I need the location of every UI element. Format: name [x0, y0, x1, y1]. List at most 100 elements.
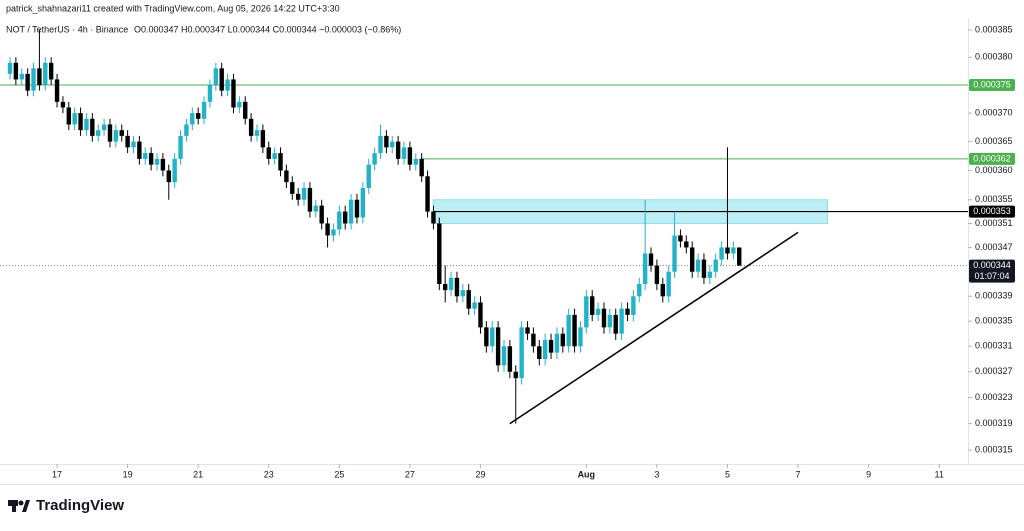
y-tick-label: 0.000365: [975, 136, 1013, 146]
x-tick-label: Aug: [578, 469, 596, 479]
candle-body: [619, 308, 624, 334]
candle-body: [384, 135, 389, 148]
candle-body: [19, 73, 24, 80]
candle-body: [319, 205, 324, 224]
candle-body: [542, 339, 548, 359]
candle-body: [160, 158, 166, 171]
candle-body: [13, 62, 19, 80]
y-tick-label: 0.000331: [975, 341, 1013, 351]
x-tick-label: 7: [796, 469, 801, 479]
candle-body: [119, 130, 124, 136]
y-tick-label: 0.000335: [975, 316, 1013, 326]
logo-mark: [18, 500, 24, 506]
candle-body: [337, 211, 342, 230]
candle-body: [654, 265, 660, 284]
candle-body: [689, 247, 695, 272]
candle-body: [254, 130, 260, 136]
candle-body: [684, 241, 689, 248]
candle-body: [607, 314, 613, 328]
candle-body: [513, 371, 518, 379]
candle-body: [178, 135, 183, 159]
candle-body: [437, 223, 442, 284]
logo-mark: [22, 500, 30, 512]
candle-body: [713, 259, 718, 272]
candle-body: [601, 308, 607, 328]
candle-body: [519, 327, 524, 379]
candle-body: [701, 259, 707, 278]
candle-body: [60, 101, 66, 108]
x-tick-label: 23: [264, 469, 274, 479]
candle-body: [190, 113, 195, 125]
attribution: patrick_shahnazari11 created with Tradin…: [6, 3, 340, 13]
level-badge: [969, 205, 1015, 218]
candle-body: [84, 118, 89, 131]
candle-body: [301, 187, 307, 200]
candle-body: [184, 124, 189, 136]
x-tick-label: 17: [52, 469, 62, 479]
candle-body: [666, 271, 671, 297]
candle-body: [495, 327, 501, 366]
candle-body: [460, 290, 466, 297]
candle-body: [737, 247, 742, 266]
candle-body: [54, 79, 60, 102]
candle-body: [272, 153, 277, 159]
y-tick-label: 0.000347: [975, 242, 1013, 252]
candle-body: [154, 158, 160, 165]
candle-body: [248, 118, 254, 136]
candle-body: [325, 223, 330, 236]
candle-body: [72, 113, 77, 125]
candle-body: [525, 327, 530, 334]
candle-body: [648, 253, 654, 266]
quote: O0.000347 H0.000347 L0.000344 C0.000344 …: [134, 24, 401, 34]
candle-body: [354, 199, 360, 218]
y-tick-label: 0.000351: [975, 218, 1013, 228]
candle-body: [442, 283, 448, 291]
y-tick-label: 0.000315: [975, 444, 1013, 454]
candle-body: [278, 153, 283, 171]
candle-body: [490, 327, 495, 347]
candle-body: [566, 314, 571, 347]
candle-body: [348, 199, 354, 224]
candle-body: [725, 247, 730, 254]
candle-body: [225, 79, 230, 91]
candle-body: [390, 141, 395, 148]
y-tick-label: 0.000360: [975, 165, 1013, 175]
x-tick-label: 9: [866, 469, 871, 479]
logo: TradingView: [8, 497, 124, 514]
candle-body: [43, 62, 48, 86]
candle-body: [260, 130, 266, 148]
candle-body: [148, 153, 154, 165]
level-badge-label: 0.000362: [973, 153, 1011, 163]
symbol: NOT / TetherUS · 4h · Binance: [6, 24, 128, 34]
candle-body: [231, 79, 236, 108]
x-tick-label: 29: [475, 469, 485, 479]
countdown: 01:07:04: [974, 271, 1009, 281]
candle-body: [201, 101, 207, 119]
candle-body: [531, 333, 536, 347]
candle-body: [143, 153, 148, 159]
trend-line: [509, 231, 799, 425]
candle-body: [66, 107, 72, 125]
y-tick-label: 0.000339: [975, 291, 1013, 301]
candle-body: [284, 170, 289, 183]
x-tick-label: 25: [334, 469, 344, 479]
candle-body: [425, 176, 430, 212]
candle-body: [695, 259, 701, 272]
y-tick-label: 0.000380: [975, 52, 1013, 62]
candle-body: [472, 302, 477, 309]
candle-body: [343, 211, 348, 224]
y-tick-label: 0.000385: [975, 24, 1013, 34]
candle-body: [25, 73, 30, 91]
candle-body: [266, 147, 271, 159]
candle-body: [137, 141, 142, 159]
candle-body: [625, 308, 630, 315]
candle-body: [48, 62, 54, 80]
candle-body: [107, 124, 113, 142]
candle-body: [378, 135, 383, 154]
candle-body: [313, 205, 319, 212]
candle-body: [290, 182, 295, 194]
y-tick-label: 0.000319: [975, 418, 1013, 428]
candle-body: [213, 68, 219, 86]
candle-body: [96, 130, 101, 136]
